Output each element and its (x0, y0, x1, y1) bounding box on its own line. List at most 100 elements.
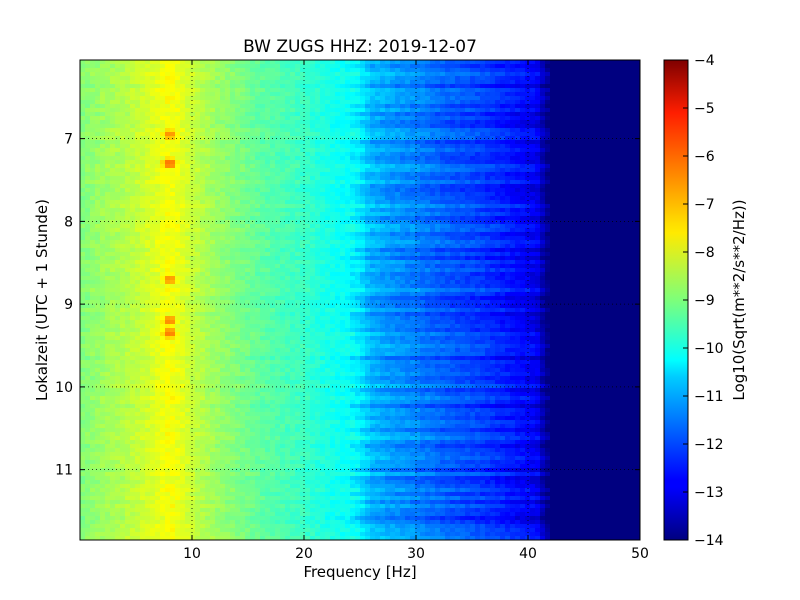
heatmap-cell (190, 128, 196, 133)
heatmap-cell (350, 148, 356, 153)
heatmap-cell (405, 80, 411, 85)
heatmap-cell (590, 68, 596, 73)
heatmap-cell (180, 156, 186, 161)
heatmap-cell (475, 188, 481, 193)
heatmap-cell (390, 188, 396, 193)
heatmap-cell (395, 88, 401, 93)
heatmap-cell (145, 200, 151, 205)
heatmap-cell (450, 80, 456, 85)
heatmap-cell (475, 128, 481, 133)
heatmap-cell (205, 76, 211, 81)
heatmap-cell (270, 76, 276, 81)
heatmap-cell (180, 116, 186, 121)
heatmap-cell (135, 128, 141, 133)
heatmap-cell (510, 184, 516, 189)
heatmap-cell (320, 220, 326, 225)
heatmap-cell (175, 96, 181, 101)
heatmap-cell (240, 188, 246, 193)
heatmap-cell (120, 188, 126, 193)
heatmap-cell (360, 220, 366, 225)
heatmap-cell (630, 60, 636, 65)
heatmap-cell (290, 72, 296, 77)
heatmap-cell (320, 224, 326, 229)
heatmap-cell (250, 192, 256, 197)
heatmap-cell (535, 224, 541, 229)
heatmap-cell (80, 60, 86, 65)
heatmap-cell (595, 80, 601, 85)
heatmap-cell (275, 136, 281, 141)
heatmap-cell (355, 100, 361, 105)
heatmap-cell (475, 228, 481, 233)
heatmap-cell (405, 220, 411, 225)
heatmap-cell (275, 124, 281, 129)
heatmap-cell (220, 136, 226, 141)
heatmap-cell (540, 220, 546, 225)
heatmap-cell (600, 68, 606, 73)
heatmap-cell (160, 188, 166, 193)
heatmap-cell (575, 128, 581, 133)
heatmap-cell (535, 144, 541, 149)
heatmap-cell (435, 168, 441, 173)
heatmap-cell (185, 120, 191, 125)
heatmap-cell (435, 84, 441, 89)
heatmap-cell (330, 132, 336, 137)
heatmap-cell (120, 160, 126, 165)
heatmap-cell (370, 156, 376, 161)
heatmap-cell (315, 100, 321, 105)
heatmap-cell (500, 228, 506, 233)
heatmap-cell (520, 92, 526, 97)
heatmap-cell (450, 76, 456, 81)
heatmap-cell (90, 220, 96, 225)
heatmap-cell (110, 72, 116, 77)
heatmap-cell (115, 124, 121, 129)
heatmap-cell (435, 120, 441, 125)
heatmap-cell (420, 100, 426, 105)
heatmap-cell (505, 60, 511, 65)
heatmap-cell (125, 192, 131, 197)
heatmap-cell (350, 188, 356, 193)
heatmap-cell (530, 76, 536, 81)
heatmap-cell (350, 200, 356, 205)
heatmap-cell (95, 228, 101, 233)
heatmap-cell (620, 216, 626, 221)
heatmap-cell (115, 68, 121, 73)
heatmap-cell (295, 148, 301, 153)
heatmap-cell (595, 204, 601, 209)
heatmap-cell (125, 160, 131, 165)
heatmap-cell (295, 164, 301, 169)
heatmap-cell (185, 232, 191, 237)
heatmap-cell (140, 136, 146, 141)
heatmap-cell (395, 188, 401, 193)
heatmap-cell (430, 132, 436, 137)
heatmap-cell (80, 156, 86, 161)
heatmap-cell (425, 164, 431, 169)
heatmap-cell (330, 76, 336, 81)
heatmap-cell (90, 228, 96, 233)
heatmap-cell (390, 228, 396, 233)
heatmap-cell (525, 112, 531, 117)
heatmap-cell (610, 192, 616, 197)
heatmap-cell (155, 216, 161, 221)
heatmap-cell (470, 72, 476, 77)
heatmap-cell (220, 124, 226, 129)
heatmap-cell (320, 100, 326, 105)
heatmap-cell (170, 192, 176, 197)
heatmap-cell (170, 212, 176, 217)
heatmap-cell (425, 156, 431, 161)
heatmap-cell (270, 204, 276, 209)
heatmap-cell (235, 152, 241, 157)
heatmap-cell (240, 216, 246, 221)
heatmap-cell (195, 84, 201, 89)
heatmap-cell (335, 172, 341, 177)
heatmap-cell (520, 176, 526, 181)
heatmap-cell (130, 116, 136, 121)
heatmap-cell (525, 176, 531, 181)
heatmap-cell (80, 160, 86, 165)
heatmap-cell (165, 144, 171, 149)
heatmap-cell (240, 104, 246, 109)
heatmap-cell (140, 232, 146, 237)
heatmap-cell (190, 188, 196, 193)
heatmap-cell (275, 220, 281, 225)
heatmap-cell (590, 196, 596, 201)
heatmap-cell (355, 168, 361, 173)
